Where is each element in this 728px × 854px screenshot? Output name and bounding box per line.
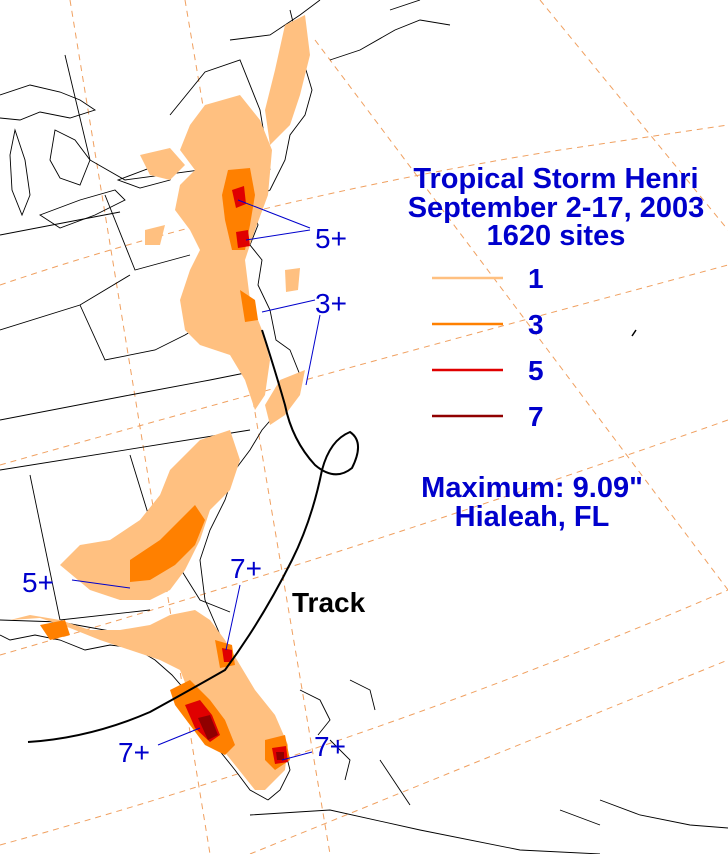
rain-area-5in — [232, 186, 246, 208]
arrow-midatl-3plus-b — [305, 314, 321, 386]
maximum-block: Maximum: 9.09" Hialeah, FL — [421, 472, 643, 533]
maritime-coast — [389, 0, 421, 11]
title-storm-name: Tropical Storm Henri — [413, 163, 698, 195]
maximum-location: Hialeah, FL — [455, 501, 610, 533]
arrow-ne-5plus-a — [237, 199, 311, 229]
rain-area-new-england — [265, 15, 310, 145]
storm-track-line — [27, 329, 359, 743]
parallel-line — [0, 124, 728, 286]
bahamas-island — [379, 759, 411, 806]
arrow-fl-west-7plus — [157, 727, 201, 746]
state-border — [0, 371, 251, 421]
parallel-line — [249, 659, 728, 854]
callout-midatl-3plus: 3+ — [315, 288, 347, 319]
state-border — [0, 274, 131, 331]
island-outline — [559, 809, 601, 826]
rain-area-va-3in — [240, 290, 258, 322]
small-mark — [631, 329, 637, 337]
meridian-line — [314, 39, 728, 591]
callout-ga-5plus: 5+ — [22, 567, 54, 598]
rain-area-5in — [222, 648, 232, 662]
legend: 1 3 5 7 — [432, 263, 544, 432]
rain-area-nj-3in — [222, 168, 255, 250]
rain-area-5in — [236, 230, 250, 248]
rain-area-ny-west — [140, 148, 185, 180]
arrow-midatl-3plus-a — [261, 299, 316, 313]
bahamas-island — [329, 739, 351, 781]
lake-huron-outline — [49, 129, 91, 186]
title-date-range: September 2-17, 2003 — [408, 192, 705, 224]
bahamas-island — [299, 689, 331, 736]
rain-area-pa — [145, 225, 165, 245]
rain-area-7in — [276, 752, 284, 760]
hispaniola-coastline — [599, 799, 728, 829]
lake-erie-outline — [39, 189, 126, 229]
parallel-line — [0, 264, 728, 466]
callout-fl-east-7plus: 7+ — [230, 553, 262, 584]
arrow-fl-east-7plus — [225, 584, 241, 651]
meridian-line — [69, 0, 211, 854]
callout-arrows — [71, 199, 321, 761]
state-border — [104, 194, 191, 271]
maximum-value: Maximum: 9.09" — [421, 472, 643, 504]
rain-area-ga-3in — [130, 505, 205, 582]
bahamas-island — [349, 679, 376, 711]
parallel-line — [0, 419, 728, 656]
legend-label-5: 5 — [528, 355, 544, 386]
rainfall-7in — [198, 715, 284, 760]
cuba-coastline — [249, 809, 601, 854]
legend-label-7: 7 — [528, 401, 544, 432]
meridian-line — [539, 0, 728, 231]
legend-label-3: 3 — [528, 309, 544, 340]
legend-label-1: 1 — [528, 263, 544, 294]
track-label: Track — [292, 587, 366, 618]
arrow-ne-5plus-b — [245, 229, 311, 241]
rainfall-3in — [40, 168, 290, 770]
arrow-fl-se-7plus — [281, 751, 313, 761]
state-border — [0, 211, 121, 236]
parallel-line — [0, 589, 728, 846]
arrow-ga-5plus — [71, 579, 131, 589]
callout-fl-se-7plus: 7+ — [314, 731, 346, 762]
lake-superior-outline — [0, 84, 97, 121]
lake-michigan-outline — [9, 128, 31, 217]
maritime-coast — [329, 19, 451, 61]
state-border — [0, 429, 251, 471]
gulf-coastline — [0, 634, 269, 801]
rain-area-7in — [198, 715, 218, 740]
rain-area-mid-atlantic — [175, 95, 272, 410]
rain-area-panhandle-3in — [40, 620, 70, 640]
callout-fl-west-7plus: 7+ — [118, 737, 150, 768]
rain-area-outer-banks — [265, 370, 305, 425]
rain-area-carolinas-georgia — [60, 430, 240, 600]
rain-area-delmarva — [285, 268, 300, 292]
callout-ne-5plus: 5+ — [315, 223, 347, 254]
title-block: Tropical Storm Henri September 2-17, 200… — [408, 163, 705, 252]
title-site-count: 1620 sites — [487, 220, 626, 252]
